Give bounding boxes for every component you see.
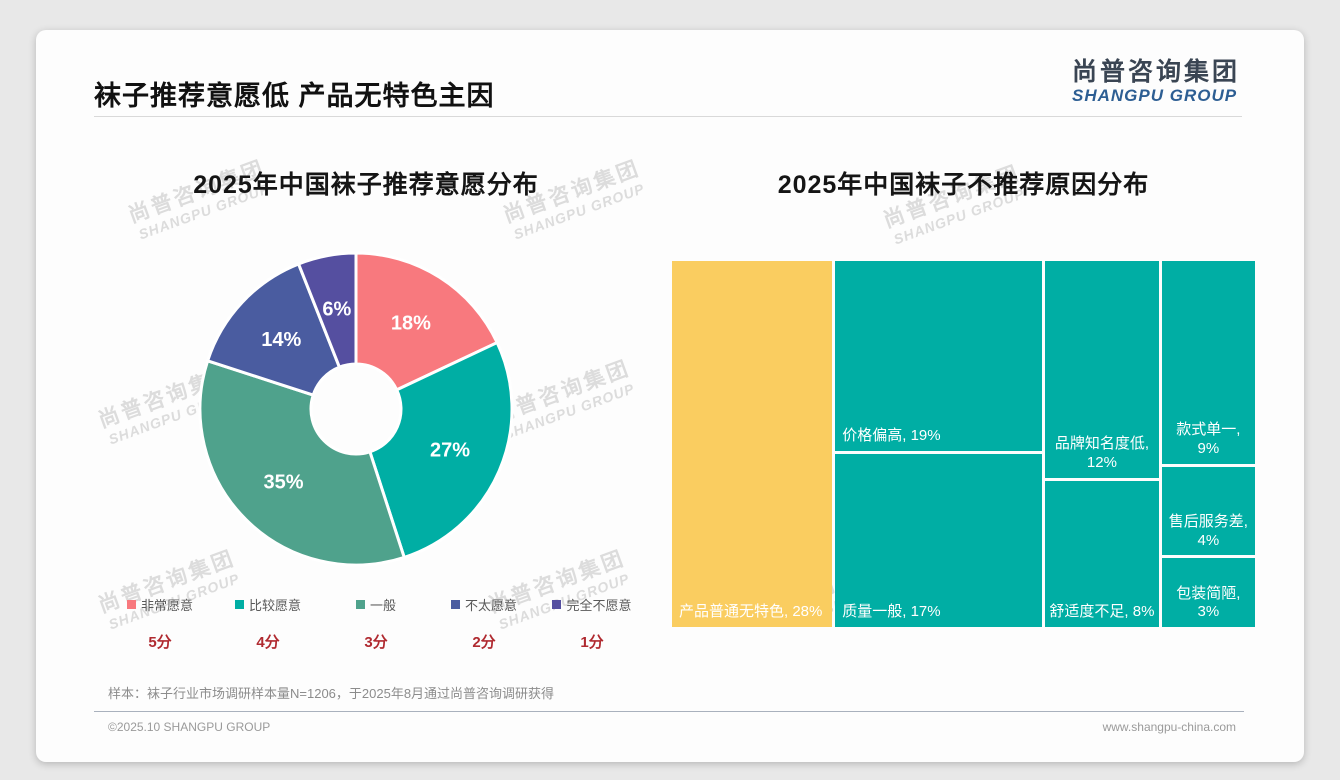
- donut-slice-label: 35%: [264, 471, 304, 493]
- page-title: 袜子推荐意愿低 产品无特色主因: [94, 81, 495, 111]
- title-divider: [94, 116, 1242, 117]
- legend-swatch: [234, 600, 244, 609]
- donut-slice: [354, 251, 499, 392]
- treemap-cell-label: 售后服务差, 4%: [1168, 512, 1248, 549]
- legend-score: 4分: [256, 634, 280, 651]
- legend-score: 5分: [148, 634, 172, 651]
- treemap-cell: 品牌知名度低, 12%: [1045, 261, 1159, 478]
- treemap-cell-label: 款式单一, 9%: [1176, 421, 1241, 458]
- treemap-chart-title: 2025年中国袜子不推荐原因分布: [777, 171, 1150, 199]
- treemap-cell-label: 品牌知名度低, 12%: [1054, 435, 1149, 471]
- treemap-cell-label: 价格偏高, 19%: [842, 427, 941, 445]
- treemap-cell: 质量一般, 17%: [835, 454, 1043, 627]
- legend-swatch: [450, 600, 460, 609]
- logo-english-text: SHANGPU GROUP: [1071, 86, 1238, 105]
- treemap: 产品普通无特色, 28% 价格偏高, 19% 质量一般, 17% 品牌知名度低, 12…: [672, 261, 1255, 627]
- treemap-cell: 包装简陋, 3%: [1161, 558, 1255, 627]
- donut-slice: [206, 262, 341, 397]
- legend-item: 比较愿意 4分: [214, 595, 322, 652]
- treemap-cell-label: 质量一般, 17%: [842, 603, 941, 621]
- footer-divider: [94, 711, 1244, 712]
- legend-label: 比较愿意: [248, 598, 301, 613]
- treemap-cell-label: 舒适度不足, 8%: [1049, 603, 1155, 621]
- slide-card: 尚普咨询集团 SHANGPU GROUP 尚普咨询集团 SHANGPU GROUP 尚普…: [36, 30, 1304, 762]
- legend-score: 1分: [580, 634, 604, 651]
- legend-item: 完全不愿意 1分: [538, 595, 646, 652]
- treemap-cell: 产品普通无特色, 28%: [672, 261, 833, 627]
- donut-chart-title: 2025年中国袜子推荐意愿分布: [193, 171, 539, 199]
- treemap-cell-label: 包装简陋, 3%: [1176, 584, 1241, 621]
- sample-note: 样本：袜子行业市场调研样本量N=1206，于2025年8月通过尚普咨询调研获得: [108, 686, 555, 701]
- legend-item: 不太愿意 2分: [430, 595, 538, 652]
- donut-slice-label: 18%: [391, 312, 431, 334]
- legend-swatch: [126, 600, 136, 609]
- logo-chinese-text: 尚普咨询集团: [1071, 58, 1240, 86]
- legend-swatch: [552, 600, 562, 609]
- legend-label: 不太愿意: [464, 598, 517, 613]
- donut-slice-label: 27%: [430, 440, 470, 462]
- treemap-cell: 舒适度不足, 8%: [1045, 480, 1159, 627]
- company-logo: 尚普咨询集团 SHANGPU GROUP: [1072, 52, 1240, 106]
- donut-slice-label: 6%: [322, 298, 351, 320]
- footer-website: www.shangpu-china.com: [1102, 720, 1236, 734]
- footer-copyright: ©2025.10 SHANGPU GROUP: [108, 720, 271, 734]
- legend-item: 非常愿意 5分: [106, 595, 214, 652]
- donut-slice: [297, 251, 358, 369]
- pie-legend: 非常愿意 5分 比较愿意 4分 一般 3分 不太愿意 2分 完全不愿意 1分: [106, 595, 646, 652]
- donut-slice: [368, 341, 514, 559]
- donut-slice-label: 14%: [261, 329, 301, 351]
- legend-label: 一般: [369, 598, 396, 613]
- treemap-cell: 售后服务差, 4%: [1161, 466, 1255, 556]
- treemap-cell: 款式单一, 9%: [1161, 261, 1255, 464]
- legend-score: 3分: [364, 634, 388, 651]
- legend-item: 一般 3分: [322, 595, 430, 652]
- legend-label: 完全不愿意: [566, 598, 632, 613]
- legend-label: 非常愿意: [140, 598, 193, 613]
- legend-score: 2分: [472, 634, 496, 651]
- treemap-cell-label: 产品普通无特色, 28%: [679, 603, 823, 621]
- donut-chart: 18% 27% 35% 14% 6%: [198, 251, 514, 567]
- donut-slice: [198, 359, 406, 567]
- treemap-cell: 价格偏高, 19%: [835, 261, 1043, 452]
- legend-swatch: [355, 600, 365, 609]
